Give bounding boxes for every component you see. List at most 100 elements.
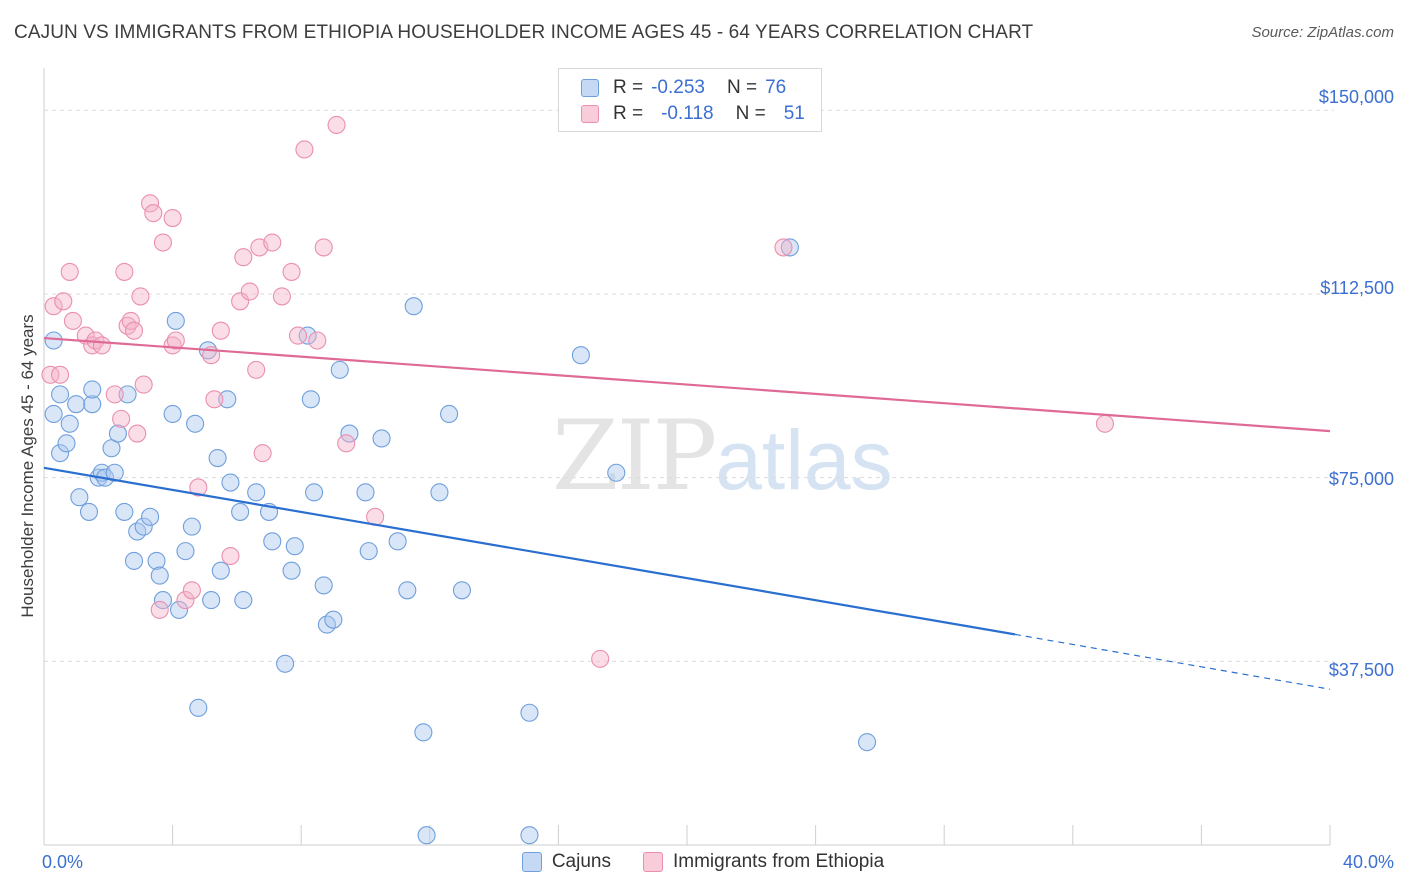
n-label: N =	[735, 103, 766, 124]
cajun-point	[115, 502, 134, 521]
ethiopia-point	[54, 292, 73, 311]
legend-label: Cajuns	[551, 851, 611, 872]
cajuns-swatch	[521, 852, 542, 872]
cajun-point	[108, 424, 127, 443]
ethiopia-point	[1095, 414, 1114, 433]
legend-row-ethiopia: R = -0.118 N = 51	[581, 102, 805, 126]
cajun-point	[70, 488, 89, 507]
cajun-point	[169, 600, 189, 619]
ethiopia-point	[63, 311, 82, 330]
ethiopia-point	[115, 262, 134, 281]
ethiopia-point	[314, 238, 333, 257]
cajun-point	[163, 404, 182, 424]
cajun-point	[79, 502, 99, 521]
x-tick-label-min: 0.0%	[42, 852, 84, 872]
cajun-point	[67, 395, 86, 414]
cajun-point	[607, 463, 626, 482]
ethiopia-point	[211, 321, 230, 340]
ethiopia-point	[288, 326, 308, 345]
cajun-trend-line	[43, 466, 1016, 636]
cajun-point	[134, 517, 153, 536]
ethiopia-point	[182, 581, 201, 600]
ethiopia-point	[60, 262, 79, 281]
cajun-point	[182, 517, 201, 536]
cajun-point	[166, 311, 185, 330]
ethiopia-point	[112, 409, 131, 428]
cajun-point	[186, 414, 205, 433]
cajun-point	[571, 346, 590, 365]
r-label: R =	[613, 103, 644, 124]
cajun-point	[218, 390, 237, 409]
ethiopia-point	[153, 233, 173, 252]
cajun-point	[430, 483, 449, 502]
ethiopia-point	[282, 262, 301, 281]
cajun-point	[388, 532, 407, 551]
ethiopia-point	[240, 282, 259, 301]
cajun-point	[282, 561, 301, 580]
cajun-point	[417, 826, 436, 845]
watermark-zip: ZIP	[552, 400, 717, 512]
cajun-point	[324, 610, 343, 629]
cajun-point	[356, 483, 375, 502]
cajun-point	[857, 733, 877, 752]
ethiopia-point	[272, 287, 291, 306]
cajun-point	[520, 826, 539, 845]
cajun-point	[202, 591, 221, 610]
ethiopia-point	[176, 591, 195, 610]
n-value: 76	[765, 77, 787, 98]
ethiopia-point	[221, 546, 240, 566]
ethiopia-point	[128, 424, 147, 443]
cajun-point	[359, 542, 378, 561]
ethiopia-point	[163, 336, 182, 355]
cajun-point	[60, 414, 79, 433]
cajun-point	[51, 385, 70, 404]
ethiopia-point	[337, 434, 356, 453]
cajun-point	[44, 404, 63, 424]
cajun-point	[231, 502, 250, 521]
correlation-legend: R = -0.253 N = 76 R = -0.118 N = 51	[558, 68, 822, 132]
n-value: 51	[783, 103, 805, 124]
cajun-point	[44, 331, 63, 350]
watermark: ZIPatlas	[552, 400, 893, 512]
r-value: -0.118	[661, 103, 714, 124]
cajun-point	[150, 566, 169, 585]
cajun-point	[153, 591, 173, 610]
y-tick-label: $112,500	[1320, 278, 1394, 298]
y-tick-label: $75,000	[1328, 469, 1394, 489]
y-axis-label: Householder Income Ages 45 - 64 years	[18, 314, 37, 618]
chart-title: CAJUN VS IMMIGRANTS FROM ETHIOPIA HOUSEH…	[14, 22, 1034, 43]
cajun-point	[276, 654, 295, 673]
ethiopia-swatch	[642, 852, 663, 872]
cajun-point	[105, 463, 124, 482]
cajun-point	[305, 483, 324, 502]
legend-item-ethiopia[interactable]: Immigrants from Ethiopia	[642, 851, 885, 873]
r-label: R =	[613, 77, 644, 98]
cajun-point	[301, 390, 320, 409]
cajun-point	[189, 698, 208, 717]
cajun-point	[147, 551, 166, 570]
ethiopia-point	[150, 600, 169, 619]
ethiopia-point	[124, 321, 144, 340]
ethiopia-point	[121, 311, 140, 330]
ethiopia-point	[163, 208, 182, 228]
cajun-point	[208, 449, 227, 468]
legend-label: Immigrants from Ethiopia	[672, 851, 885, 872]
ethiopia-point	[263, 233, 282, 252]
ethiopia-point	[41, 365, 60, 384]
legend-item-cajuns[interactable]: Cajuns	[521, 851, 611, 873]
cajun-point	[285, 537, 304, 556]
ethiopia-point	[131, 287, 150, 306]
ethiopia-point	[51, 365, 70, 384]
cajun-point	[780, 238, 799, 257]
cajun-point	[83, 380, 102, 399]
cajun-point	[118, 385, 137, 404]
cajun-point	[234, 591, 253, 610]
ethiopia-point	[105, 385, 124, 404]
cajun-point	[124, 551, 144, 570]
cajun-point	[51, 444, 70, 463]
ethiopia-point	[166, 331, 185, 350]
cajun-point	[398, 581, 417, 600]
cajun-point	[414, 723, 433, 742]
ethiopia-point	[253, 444, 272, 463]
